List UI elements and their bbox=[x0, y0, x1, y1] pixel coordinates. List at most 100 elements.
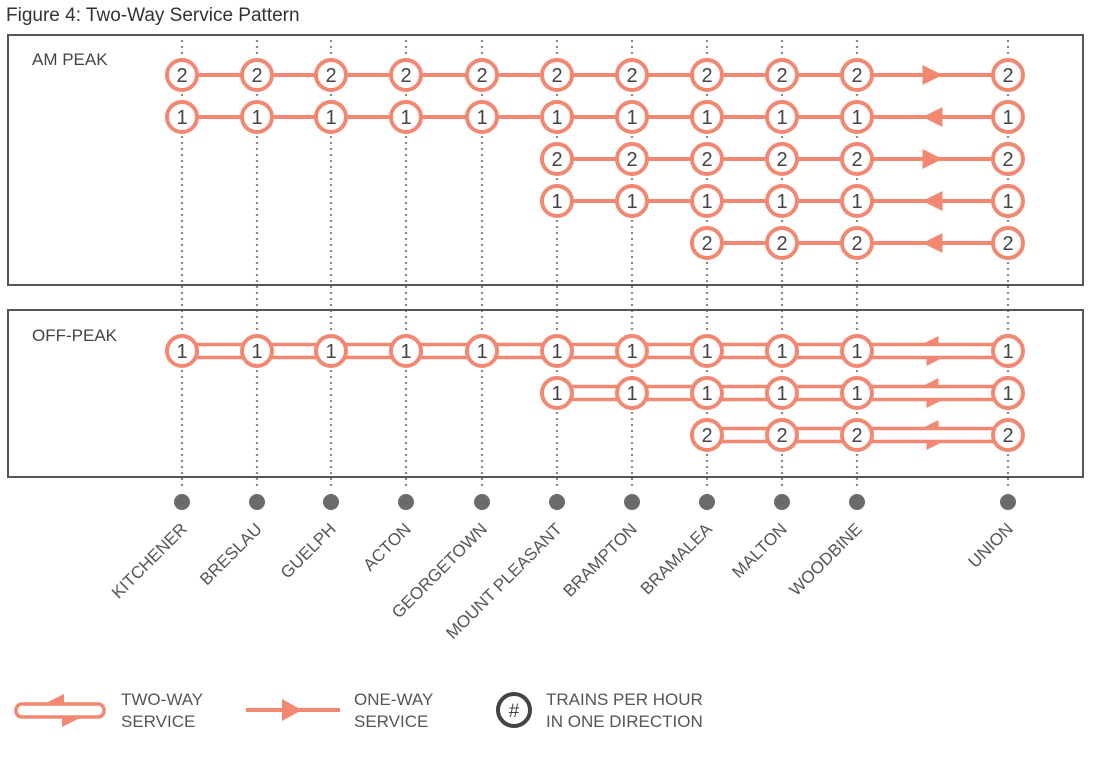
node-mount-pleasant bbox=[540, 334, 574, 368]
off-peak-panel bbox=[7, 309, 1084, 478]
am-peak-row-5: 2 2 2 2 bbox=[690, 226, 1025, 260]
node-mount-pleasant-label: 2 bbox=[551, 149, 562, 171]
node-malton bbox=[765, 226, 799, 260]
node-malton bbox=[765, 334, 799, 368]
node-bramalea-label: 2 bbox=[701, 149, 712, 171]
node-breslau-label: 1 bbox=[251, 107, 262, 129]
node-brampton-label: 2 bbox=[626, 65, 637, 87]
node-brampton-label: 1 bbox=[626, 191, 637, 213]
node-woodbine-label: 2 bbox=[851, 149, 862, 171]
node-mount-pleasant bbox=[540, 376, 574, 410]
legend-two-way-line1: TWO-WAY bbox=[121, 690, 203, 709]
am-peak-label: AM PEAK bbox=[32, 50, 108, 69]
off-peak-label: OFF-PEAK bbox=[32, 326, 118, 345]
node-kitchener-label: 1 bbox=[176, 107, 187, 129]
node-guelph-label: 1 bbox=[325, 107, 336, 129]
node-mount-pleasant-label: 1 bbox=[551, 107, 562, 129]
westbound-arrow bbox=[920, 378, 939, 387]
node-woodbine bbox=[840, 100, 874, 134]
eastbound-arrow bbox=[926, 357, 945, 366]
node-malton-label: 2 bbox=[776, 65, 787, 87]
node-georgetown bbox=[465, 100, 499, 134]
node-malton-label: 2 bbox=[776, 149, 787, 171]
station-dot-breslau bbox=[249, 494, 265, 510]
node-malton bbox=[765, 418, 799, 452]
node-woodbine bbox=[840, 376, 874, 410]
station-label-kitchener: KITCHENER bbox=[108, 519, 191, 602]
legend-one-way-line1: ONE-WAY bbox=[354, 690, 433, 709]
eastbound-arrow bbox=[926, 441, 945, 450]
node-mount-pleasant-label: 1 bbox=[551, 341, 562, 363]
node-malton bbox=[765, 184, 799, 218]
node-mount-pleasant bbox=[540, 58, 574, 92]
node-breslau-label: 1 bbox=[251, 341, 262, 363]
node-bramalea bbox=[690, 100, 724, 134]
node-union bbox=[991, 376, 1025, 410]
station-dot-bramalea bbox=[699, 494, 715, 510]
node-brampton bbox=[615, 58, 649, 92]
node-malton-label: 2 bbox=[776, 425, 787, 447]
legend-two-way-arrow-east bbox=[62, 717, 82, 727]
eastbound-arrow bbox=[922, 65, 943, 85]
figure-title: Figure 4: Two-Way Service Pattern bbox=[6, 5, 300, 26]
node-malton-label: 1 bbox=[776, 191, 787, 213]
station-label-acton: ACTON bbox=[360, 519, 415, 574]
station-dot-mount-pleasant bbox=[549, 494, 565, 510]
service-rows: 2 2 2 2 2 2 2 2 2 2 21 1 1 1 1 1 1 1 1 1 12 2 2 2 2 21 1 1 1 1 12 2 2 21 1… bbox=[165, 58, 1025, 452]
legend-hash-symbol: # bbox=[509, 701, 520, 722]
node-brampton bbox=[615, 376, 649, 410]
node-malton bbox=[765, 142, 799, 176]
station-dot-brampton bbox=[624, 494, 640, 510]
node-kitchener bbox=[165, 58, 199, 92]
node-kitchener bbox=[165, 334, 199, 368]
node-kitchener-label: 1 bbox=[176, 341, 187, 363]
node-mount-pleasant-label: 2 bbox=[551, 65, 562, 87]
node-union-label: 2 bbox=[1002, 425, 1013, 447]
off-peak-row-1: 1 1 1 1 1 1 1 1 1 1 1 bbox=[165, 334, 1025, 368]
node-brampton bbox=[615, 100, 649, 134]
node-union-label: 2 bbox=[1002, 149, 1013, 171]
node-malton bbox=[765, 100, 799, 134]
am-peak-row-2: 1 1 1 1 1 1 1 1 1 1 1 bbox=[165, 100, 1025, 134]
station-dot-georgetown bbox=[474, 494, 490, 510]
station-label-guelph: GUELPH bbox=[277, 519, 340, 582]
node-breslau bbox=[240, 100, 274, 134]
node-brampton-label: 2 bbox=[626, 149, 637, 171]
node-brampton bbox=[615, 142, 649, 176]
legend-one-way-line2: SERVICE bbox=[354, 712, 428, 731]
legend-two-way-line bbox=[14, 702, 106, 719]
node-bramalea-label: 1 bbox=[701, 383, 712, 405]
node-union-label: 1 bbox=[1002, 191, 1013, 213]
node-mount-pleasant bbox=[540, 142, 574, 176]
node-union bbox=[991, 58, 1025, 92]
node-acton-label: 2 bbox=[400, 65, 411, 87]
node-guelph-label: 1 bbox=[325, 341, 336, 363]
node-georgetown bbox=[465, 334, 499, 368]
node-union-label: 1 bbox=[1002, 341, 1013, 363]
node-bramalea bbox=[690, 226, 724, 260]
node-guelph bbox=[314, 334, 348, 368]
node-woodbine bbox=[840, 226, 874, 260]
node-bramalea-label: 2 bbox=[701, 425, 712, 447]
legend-one-way-arrow bbox=[282, 699, 302, 721]
station-label-malton: MALTON bbox=[728, 519, 790, 581]
node-acton-label: 1 bbox=[400, 341, 411, 363]
am-peak-row-4: 1 1 1 1 1 1 bbox=[540, 184, 1025, 218]
legend-one-way-symbol bbox=[246, 699, 340, 721]
legend-trains-line1: TRAINS PER HOUR bbox=[546, 690, 703, 709]
node-union-label: 2 bbox=[1002, 233, 1013, 255]
node-georgetown-label: 1 bbox=[476, 341, 487, 363]
node-woodbine bbox=[840, 184, 874, 218]
station-label-union: UNION bbox=[965, 519, 1017, 571]
node-guelph bbox=[314, 100, 348, 134]
node-union bbox=[991, 226, 1025, 260]
node-malton-label: 1 bbox=[776, 341, 787, 363]
node-woodbine-label: 1 bbox=[851, 107, 862, 129]
station-dot-malton bbox=[774, 494, 790, 510]
node-woodbine bbox=[840, 334, 874, 368]
node-malton bbox=[765, 376, 799, 410]
node-bramalea bbox=[690, 376, 724, 410]
node-brampton-label: 1 bbox=[626, 383, 637, 405]
node-union-label: 2 bbox=[1002, 65, 1013, 87]
